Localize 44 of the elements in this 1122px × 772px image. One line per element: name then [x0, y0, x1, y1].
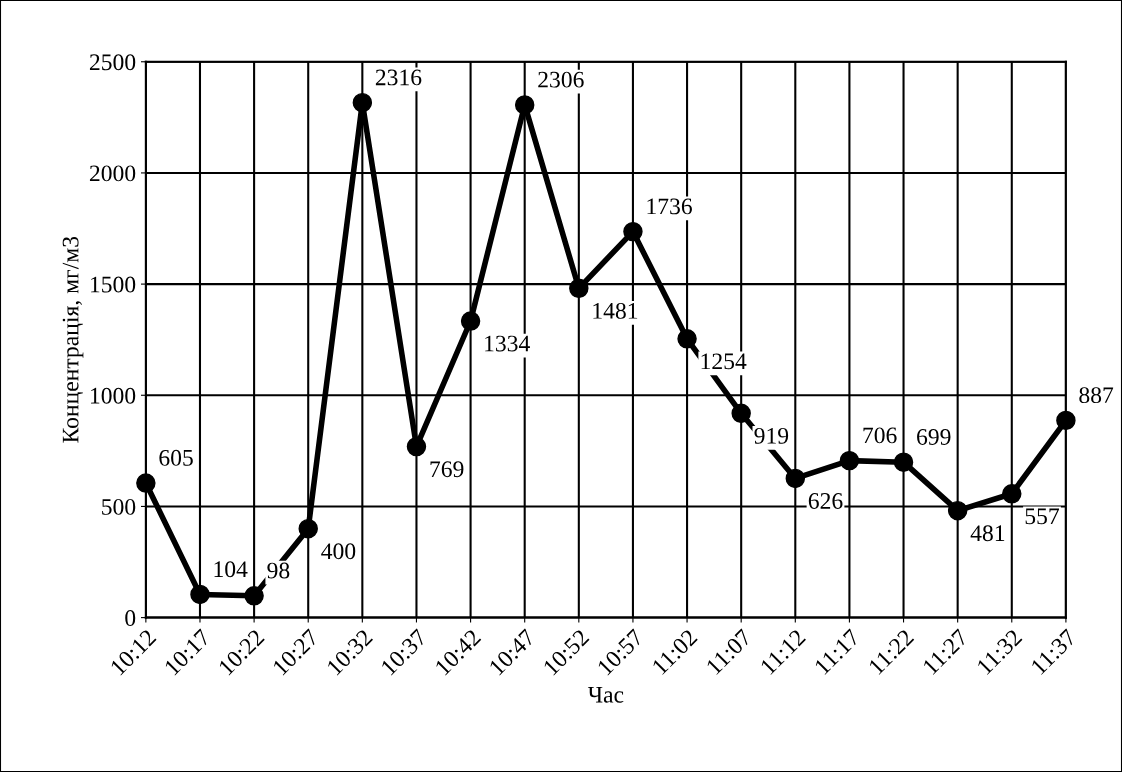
point	[244, 586, 264, 606]
y-tick-label: 1000	[90, 387, 136, 404]
data-label: 1736	[647, 198, 692, 215]
point	[190, 584, 210, 605]
y-tick-label: 2500	[89, 54, 136, 71]
data-label: 2316	[375, 69, 422, 86]
point	[623, 221, 643, 242]
point	[569, 278, 589, 299]
y-axis-title: Концентрація, мг/м3	[62, 236, 84, 443]
data-label: 481	[970, 525, 1005, 542]
data-label: 1481	[593, 302, 638, 319]
y-tick-label: 500	[102, 498, 136, 515]
point	[839, 450, 860, 471]
data-label: 706	[863, 427, 897, 444]
point	[460, 311, 481, 331]
y-tick-label: 0	[125, 610, 136, 627]
point	[136, 473, 156, 493]
y-tick-label: 2000	[89, 165, 136, 182]
data-label: 769	[430, 461, 464, 478]
data-label: 2306	[538, 71, 584, 88]
point	[947, 500, 968, 521]
data-label: 699	[917, 429, 951, 445]
data-label: 1334	[485, 335, 530, 352]
data-label: 626	[808, 493, 843, 509]
data-label: 557	[1025, 508, 1060, 525]
point	[406, 436, 427, 457]
point	[893, 452, 914, 472]
point	[1056, 410, 1076, 431]
data-label: 605	[159, 449, 193, 466]
point	[298, 518, 318, 539]
data-label: 400	[321, 543, 356, 560]
x-axis-title: Час	[587, 686, 624, 703]
point	[1002, 484, 1022, 504]
point	[352, 92, 373, 113]
data-label: 887	[1079, 387, 1114, 404]
data-label: 104	[214, 561, 248, 578]
point	[785, 468, 806, 489]
data-label: 98	[267, 562, 290, 579]
point	[731, 403, 751, 423]
point	[677, 329, 697, 349]
point	[514, 95, 535, 115]
data-label: 919	[754, 427, 789, 444]
data-label: 1254	[701, 353, 747, 370]
y-tick-label: 1500	[90, 276, 136, 293]
